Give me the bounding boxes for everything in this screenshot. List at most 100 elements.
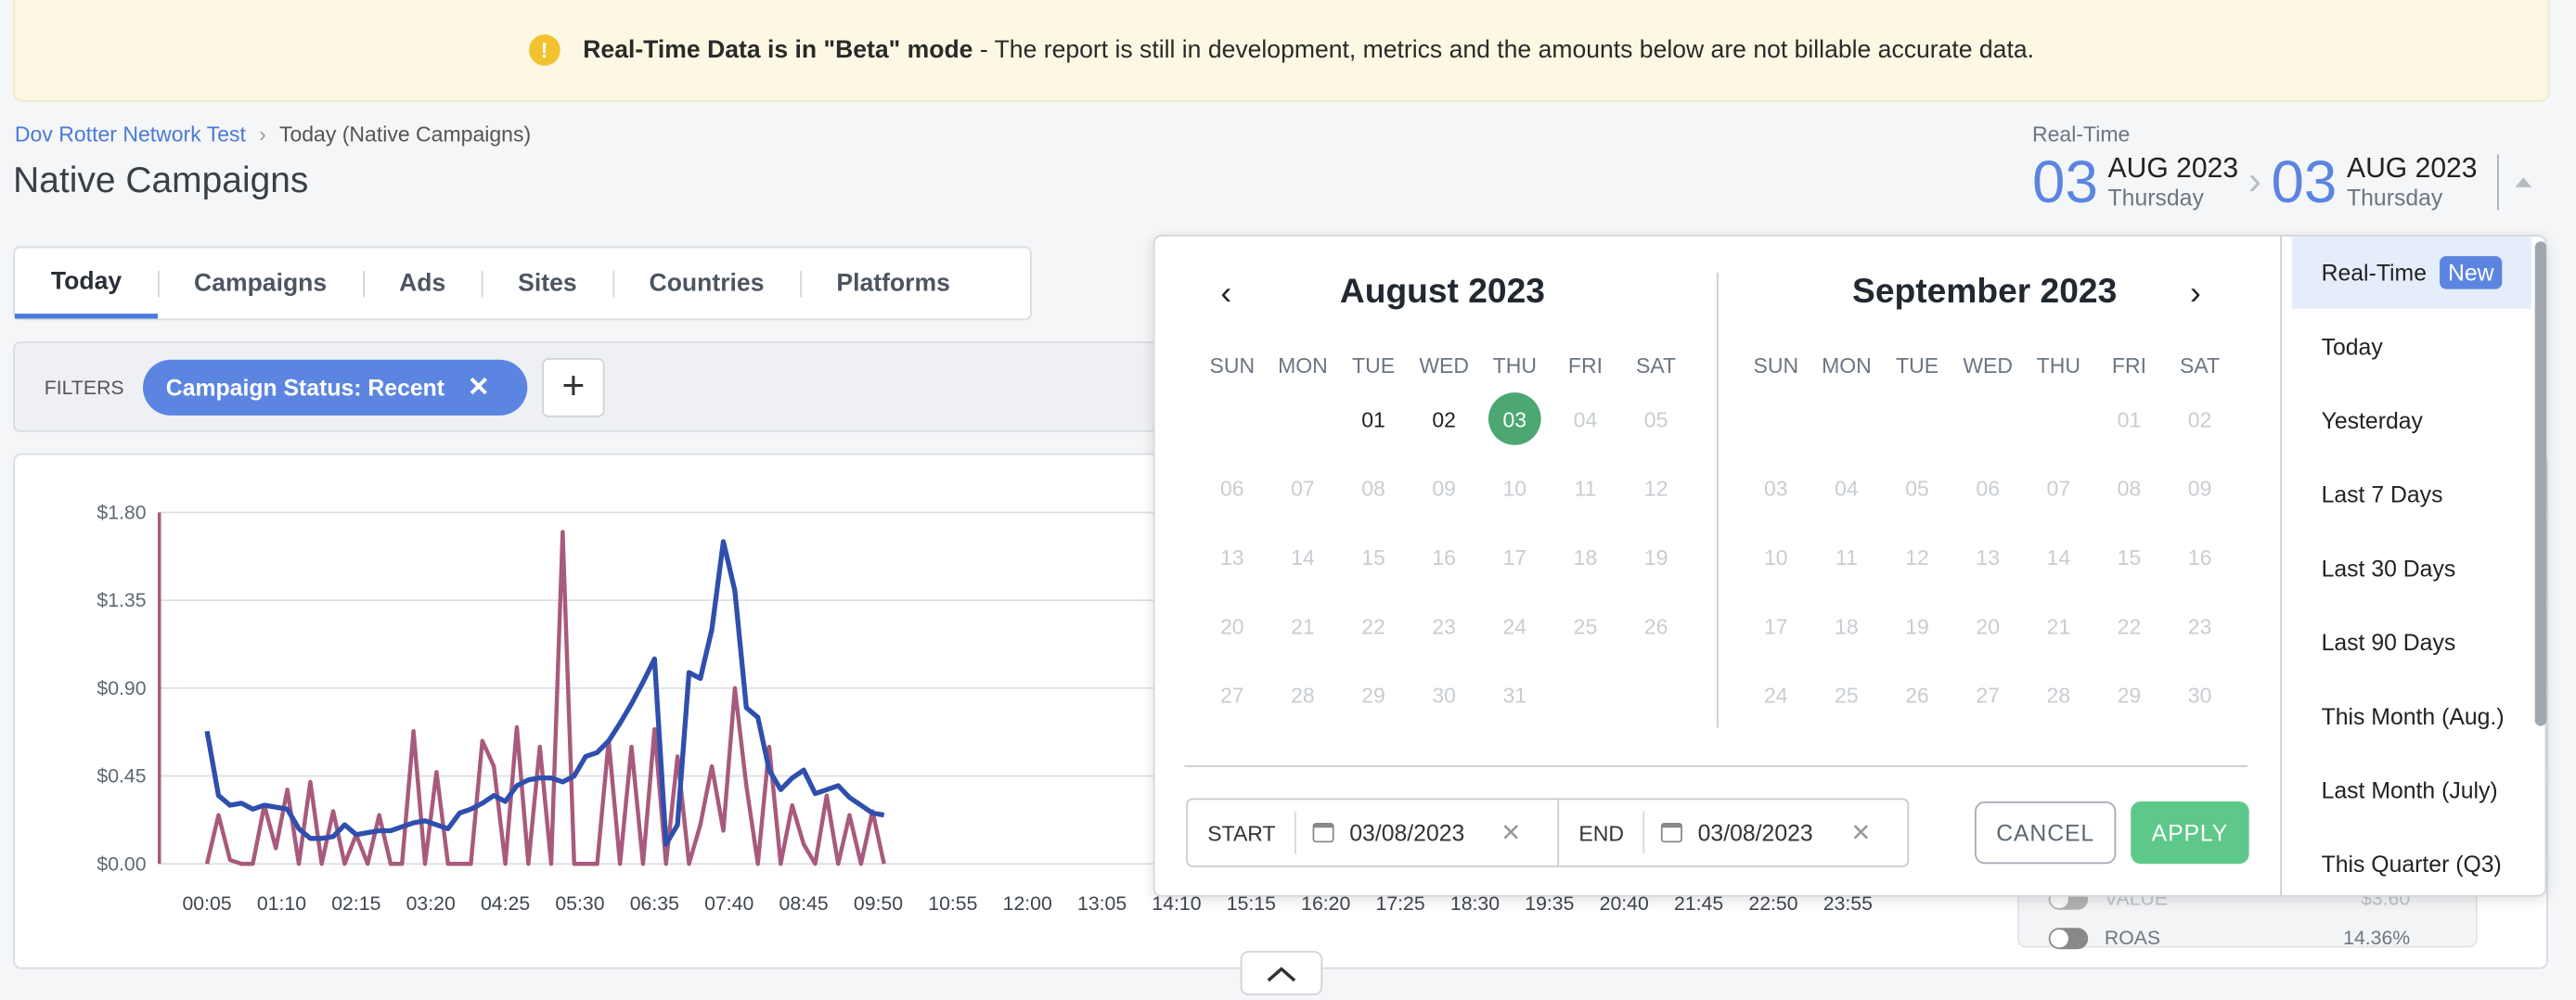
weekday-header: THU (1492, 352, 1537, 378)
breadcrumb-link[interactable]: Dov Rotter Network Test (14, 122, 246, 147)
calendar-day: 04 (1573, 406, 1598, 431)
weekday-header: WED (1419, 352, 1470, 378)
end-month: AUG 2023 (2347, 152, 2478, 185)
clear-icon[interactable]: ✕ (1501, 819, 1522, 848)
calendar-day: 04 (1835, 475, 1859, 501)
weekday-header: SAT (1636, 352, 1677, 378)
calendar-day: 25 (1835, 682, 1859, 708)
preset-item[interactable]: Yesterday (2292, 384, 2531, 456)
calendar-icon (1661, 822, 1683, 843)
chevron-up-icon (1267, 966, 1296, 981)
add-filter-button[interactable]: + (542, 357, 605, 417)
apply-button[interactable]: APPLY (2131, 801, 2249, 865)
y-tick-label: $1.35 (97, 589, 146, 611)
calendar-day: 30 (1432, 682, 1456, 708)
calendar-day: 18 (1573, 544, 1598, 570)
metric-value: 14.36% (2343, 926, 2411, 950)
x-tick-label: 07:40 (704, 892, 753, 915)
chevron-right-icon: › (259, 122, 266, 147)
calendar-day: 26 (1643, 613, 1668, 638)
tab-countries[interactable]: Countries (612, 248, 801, 318)
filter-chip-campaign-status[interactable]: Campaign Status: Recent ✕ (143, 359, 528, 416)
end-date-value[interactable]: 03/08/2023 (1697, 819, 1813, 846)
preset-item[interactable]: Last Month (July) (2292, 754, 2531, 827)
calendar-day: 19 (1643, 544, 1668, 570)
cancel-button[interactable]: CANCEL (1975, 801, 2117, 865)
x-tick-label: 04:25 (481, 892, 530, 915)
preset-item[interactable]: Last 7 Days (2292, 458, 2531, 531)
banner-text: - The report is still in development, me… (972, 35, 2034, 65)
weekday-header: TUE (1352, 352, 1396, 378)
weekday-header: SUN (1753, 352, 1799, 378)
x-tick-label: 05:30 (555, 892, 604, 915)
preset-list: This Quarter (Q3) Last Month (July) This M… (2280, 236, 2547, 895)
caret-up-icon[interactable] (2515, 177, 2531, 187)
preset-item[interactable]: Last 90 Days (2292, 606, 2531, 678)
calendar-day: 01 (2117, 406, 2142, 431)
calendar-day: 18 (1835, 613, 1859, 638)
weekday-header: FRI (1567, 352, 1603, 378)
close-icon[interactable]: ✕ (467, 374, 490, 403)
calendar-icon (1313, 822, 1335, 843)
new-badge: New (2440, 256, 2503, 289)
calendar-day: 02 (2187, 406, 2212, 431)
calendar-day: 15 (2117, 544, 2142, 570)
tab-today[interactable]: Today (14, 248, 159, 319)
calendar-day: 05 (1905, 475, 1929, 501)
calendar-day[interactable]: 02 (1432, 406, 1456, 431)
calendar-day[interactable]: 03 (1488, 392, 1541, 445)
filter-bar: FILTERS Campaign Status: Recent ✕ + (13, 341, 1196, 432)
y-tick-label: $0.00 (97, 853, 146, 875)
prev-month-icon[interactable]: ‹ (1220, 276, 1232, 313)
preset-item[interactable]: This Month (Aug.) (2292, 680, 2531, 752)
x-tick-label: 09:50 (854, 892, 903, 915)
tab-campaigns[interactable]: Campaigns (158, 248, 363, 318)
filter-chip-label: Campaign Status: Recent (165, 374, 445, 401)
weekday-header: FRI (2111, 352, 2146, 378)
preset-item[interactable]: Real-Time New (2291, 236, 2532, 309)
metric-toggle[interactable] (2048, 927, 2089, 949)
end-label: END (1559, 811, 1645, 854)
calendar-day: 06 (1976, 475, 2001, 501)
calendar-day: 20 (1976, 613, 2001, 638)
next-month-icon[interactable]: › (2189, 276, 2201, 313)
preset-item[interactable]: This Quarter (Q3) (2292, 827, 2531, 900)
calendar-day: 14 (1291, 544, 1315, 570)
calendar-day: 13 (1976, 544, 2001, 570)
calendar-day: 29 (1361, 682, 1385, 708)
calendar-day[interactable]: 01 (1361, 406, 1385, 431)
preset-label: This Month (Aug.) (2321, 702, 2505, 730)
calendar-day: 22 (2117, 613, 2142, 638)
clear-icon[interactable]: ✕ (1850, 819, 1872, 848)
start-date-value[interactable]: 03/08/2023 (1349, 819, 1465, 846)
date-range-display[interactable]: 03 AUG 2023 Thursday › 03 AUG 2023 Thursda… (2031, 147, 2531, 215)
scrollbar[interactable] (2534, 241, 2547, 726)
tab-sites[interactable]: Sites (482, 248, 612, 318)
start-date-field[interactable]: START 03/08/2023 ✕ (1188, 800, 1560, 866)
end-day: 03 (2271, 147, 2338, 215)
start-day: 03 (2031, 147, 2098, 215)
collapse-button[interactable] (1240, 951, 1323, 995)
beta-banner: ! Real-Time Data is in "Beta" mode - The… (13, 0, 2550, 102)
date-picker-popup: ‹ August 2023 › September 2023 START 03/… (1153, 235, 2547, 897)
page-title: Native Campaigns (13, 159, 309, 200)
preset-item[interactable]: Today (2292, 311, 2531, 383)
calendar-day: 28 (2046, 682, 2071, 708)
date-inputs: START 03/08/2023 ✕ END 03/08/2023 ✕ (1186, 798, 1910, 867)
series-line (204, 530, 886, 866)
tab-ads[interactable]: Ads (363, 248, 482, 318)
calendar-day: 21 (1291, 613, 1315, 638)
preset-item[interactable]: Last 30 Days (2292, 532, 2531, 605)
calendar-day: 20 (1219, 613, 1244, 638)
calendar-day: 10 (1764, 544, 1788, 570)
divider (1717, 272, 1719, 728)
weekday-header: TUE (1896, 352, 1939, 378)
calendar-day: 24 (1502, 613, 1527, 638)
tab-platforms[interactable]: Platforms (800, 248, 985, 318)
x-tick-label: 12:00 (1003, 892, 1052, 915)
metric-row-roas: ROAS 14.36% (2048, 926, 2411, 950)
calendar-day: 13 (1219, 544, 1244, 570)
start-month: AUG 2023 (2107, 152, 2239, 185)
calendar-day: 24 (1764, 682, 1788, 708)
end-date-field[interactable]: END 03/08/2023 ✕ (1559, 800, 1907, 865)
